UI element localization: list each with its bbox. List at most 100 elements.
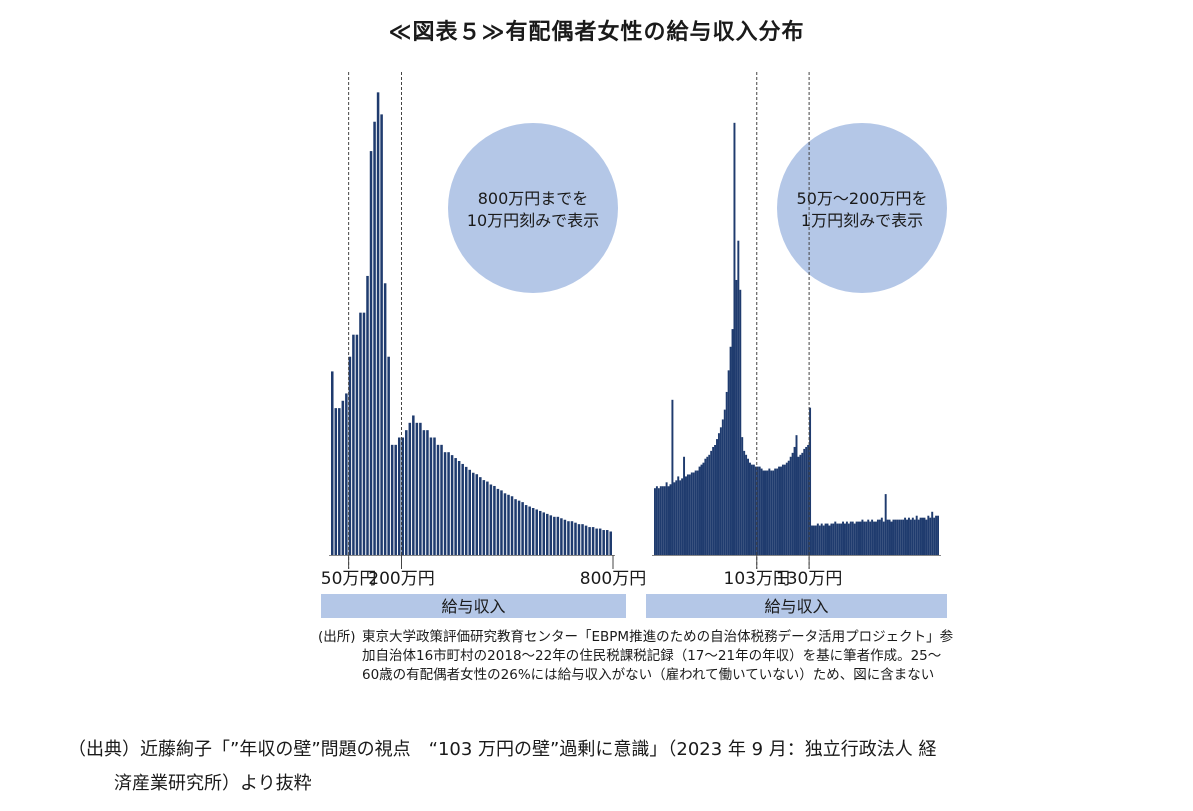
bar (851, 521, 854, 555)
bar (563, 519, 567, 555)
bar (845, 521, 848, 555)
tick-label: 200万円 (368, 569, 434, 589)
bar (789, 456, 792, 555)
bar (929, 517, 932, 555)
chart-title: ≪図表５≫有配偶者女性の給与収入分布 (388, 20, 805, 45)
bar (750, 464, 753, 555)
bar (737, 240, 740, 555)
bar (807, 444, 810, 555)
bar (770, 470, 773, 555)
bar (496, 488, 500, 555)
bar (867, 519, 870, 555)
bar (861, 519, 864, 555)
bar (436, 444, 440, 555)
bar (880, 517, 883, 555)
bar (482, 480, 486, 555)
annotation-text: 800万円までを (478, 189, 589, 208)
bar (743, 450, 746, 555)
bar (521, 502, 524, 556)
bar (373, 121, 376, 555)
bar (735, 279, 738, 555)
bar (542, 512, 546, 555)
bar (655, 486, 658, 555)
bar (812, 525, 815, 555)
bar (412, 415, 415, 555)
bar (727, 370, 730, 555)
bar (811, 525, 813, 555)
bar (752, 464, 755, 555)
bar (387, 356, 390, 555)
bar (723, 409, 726, 555)
bar (884, 494, 887, 555)
bar (334, 408, 338, 556)
bar (468, 469, 471, 555)
bar (556, 516, 560, 555)
note-label: (出所) (318, 629, 356, 645)
bar (888, 519, 891, 555)
bar (820, 523, 823, 555)
bar (489, 484, 493, 555)
bar (925, 519, 928, 555)
bar (876, 519, 879, 555)
bar (524, 505, 528, 555)
bar (454, 458, 457, 555)
bar (783, 464, 786, 555)
bar (772, 470, 775, 555)
bar (836, 523, 839, 555)
bar (818, 525, 821, 555)
bar (405, 430, 408, 555)
axis-label-band (321, 594, 626, 618)
bar (729, 346, 732, 555)
bar (780, 466, 782, 555)
bar (791, 452, 794, 555)
bar (359, 312, 362, 555)
bar (681, 478, 684, 555)
bar (581, 524, 584, 555)
bar (921, 517, 924, 555)
bar (797, 456, 800, 555)
tick-label: 103万円 (724, 569, 790, 589)
bar (747, 458, 749, 555)
annotation-text: 10万円刻みで表示 (467, 211, 599, 230)
bar (900, 519, 903, 555)
bar (822, 525, 825, 555)
bar (882, 521, 885, 555)
annotation-text: 50万～200万円を (797, 189, 928, 208)
bar (609, 531, 612, 555)
bar (826, 523, 829, 555)
bar (855, 521, 858, 555)
bar (366, 275, 369, 555)
bar (696, 470, 699, 555)
bar (419, 422, 422, 555)
bar (479, 477, 482, 555)
bar (440, 444, 443, 555)
bar (717, 433, 720, 555)
bar (595, 528, 598, 555)
bar (369, 151, 373, 555)
bar (785, 462, 788, 555)
bar (814, 525, 817, 555)
bar (669, 484, 672, 555)
bar (472, 472, 475, 555)
x-axis-label: 給与収入 (764, 597, 828, 616)
bar (686, 474, 689, 555)
bar (931, 511, 934, 555)
bar (475, 474, 479, 555)
citation-line-1: （出典）近藤絢子「”年収の壁”問題の視点 “103 万円の壁”過剰に意識」（20… (68, 739, 937, 760)
bar (902, 519, 905, 555)
bar (716, 439, 718, 555)
bar (721, 419, 724, 555)
bar (803, 448, 806, 555)
bar (741, 437, 744, 555)
bar (688, 474, 691, 555)
bar (793, 446, 796, 555)
bar (894, 519, 897, 555)
annotation-circle (777, 123, 947, 293)
bar (714, 444, 717, 555)
bar (702, 462, 705, 555)
bar (380, 114, 383, 556)
bar (857, 521, 860, 555)
bar (503, 493, 507, 555)
citation: （出典）近藤絢子「”年収の壁”問題の視点 “103 万円の壁”過剰に意識」（20… (68, 733, 1168, 801)
